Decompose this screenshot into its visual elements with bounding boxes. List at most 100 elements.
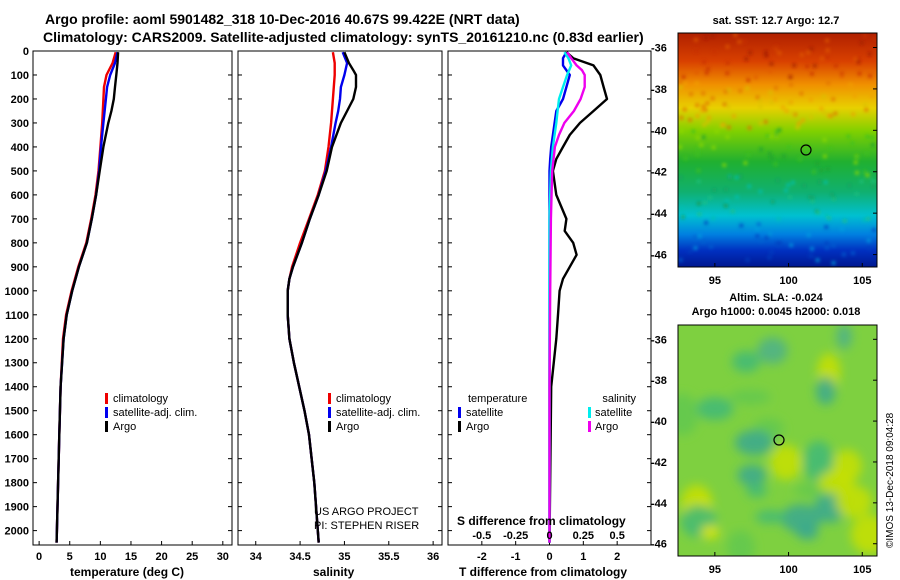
- sst-texture-cell: [787, 195, 792, 200]
- sst-texture-cell: [773, 85, 778, 90]
- sst-texture-cell: [830, 192, 835, 197]
- sst-texture-cell: [855, 155, 860, 160]
- salinity-legend-label: climatology: [336, 393, 392, 405]
- temperature-xtick-label: 15: [125, 551, 137, 563]
- temperature-xtick-label: 10: [94, 551, 106, 563]
- sst-texture-cell: [697, 201, 702, 206]
- sst-texture-cell: [743, 160, 748, 165]
- sla-texture-blob: [726, 530, 755, 556]
- sst-texture-cell: [831, 97, 836, 102]
- temperature-xtick-label: 0: [36, 551, 42, 563]
- sst-texture-cell: [723, 187, 728, 192]
- depth-tick-label: 2000: [5, 526, 29, 538]
- sst-texture-cell: [681, 75, 686, 80]
- sst-texture-cell: [738, 88, 743, 93]
- imos-timestamp: ©IMOS 13-Dec-2018 09:04:28: [885, 412, 896, 548]
- sla-texture-blob: [678, 393, 699, 436]
- sst-texture-cell: [850, 251, 855, 256]
- depth-tick-label: 300: [11, 118, 29, 130]
- sst-texture-cell: [746, 78, 751, 83]
- sst-texture-cell: [694, 70, 699, 75]
- depth-tick-label: 1600: [5, 430, 29, 442]
- sla-texture-blob: [780, 504, 822, 533]
- sst-texture-cell: [769, 61, 774, 66]
- depth-tick-label: 400: [11, 142, 29, 154]
- depth-tick-label: 800: [11, 238, 29, 250]
- sst-texture-cell: [863, 169, 868, 174]
- sst-texture-cell: [842, 218, 847, 223]
- sst-texture-cell: [846, 134, 851, 139]
- sst-texture-cell: [817, 180, 822, 185]
- sst-texture-cell: [774, 129, 779, 134]
- depth-tick-label: 1700: [5, 454, 29, 466]
- sst-texture-cell: [696, 146, 701, 151]
- salinity-xtick-label: 34.5: [289, 551, 310, 563]
- sst-texture-cell: [706, 66, 711, 71]
- sst-texture-cell: [871, 179, 876, 184]
- salinity-xtick-label: 36: [427, 551, 439, 563]
- sla-map: [678, 325, 877, 556]
- salinity-legend-swatch: [328, 407, 331, 418]
- sst-texture-cell: [825, 38, 830, 43]
- sst-texture-cell: [824, 225, 829, 230]
- depth-tick-label: 1300: [5, 358, 29, 370]
- sst-texture-cell: [695, 135, 700, 140]
- sst-texture-cell: [866, 246, 871, 251]
- salinity-line-climatology: [286, 52, 336, 543]
- sst-texture-cell: [704, 35, 709, 40]
- sst-texture-cell: [678, 175, 683, 180]
- sst-texture-cell: [710, 33, 715, 38]
- sst-texture-cell: [808, 253, 813, 258]
- sst-texture-cell: [839, 71, 844, 76]
- sst-texture-cell: [697, 233, 702, 238]
- sst-texture-cell: [839, 226, 844, 231]
- sst_map-xtick-label: 95: [709, 275, 721, 287]
- salinity-legend-swatch: [328, 393, 331, 404]
- sst-texture-cell: [714, 129, 719, 134]
- sst-texture-cell: [866, 216, 871, 221]
- difference-legend-title-salinity: salinity: [602, 393, 636, 405]
- sst-texture-cell: [774, 134, 779, 139]
- sst-texture-cell: [850, 141, 855, 146]
- sst-texture-cell: [701, 239, 706, 244]
- sst-texture-cell: [695, 114, 700, 119]
- sst-texture-cell: [701, 91, 706, 96]
- sst-texture-cell: [679, 115, 684, 120]
- sst-texture-cell: [831, 260, 836, 265]
- sst-texture-cell: [839, 74, 844, 79]
- sst-texture-cell: [827, 146, 832, 151]
- sla-texture-blob: [835, 485, 873, 518]
- sst-texture-cell: [819, 56, 824, 61]
- sst-texture-cell: [851, 112, 856, 117]
- sst-texture-cell: [769, 100, 774, 105]
- sst-texture-cell: [733, 33, 738, 38]
- sla_map-ytick-label: -42: [651, 457, 667, 469]
- sst-texture-cell: [772, 48, 777, 53]
- sst-texture-cell: [758, 98, 763, 103]
- temperature-xtick-label: 30: [217, 551, 229, 563]
- sst_map-ytick-label: -44: [651, 208, 668, 220]
- sst-texture-cell: [756, 222, 761, 227]
- sla-texture-blob: [729, 390, 771, 405]
- sst-texture-cell: [773, 161, 778, 166]
- sst-texture-cell: [773, 97, 778, 102]
- sst-texture-cell: [823, 180, 828, 185]
- sst-texture-cell: [767, 151, 772, 156]
- difference-xtick-label: -2: [477, 551, 487, 563]
- sst-texture-cell: [847, 183, 852, 188]
- sst-texture-cell: [790, 180, 795, 185]
- difference-legend-temperature-label: Argo: [466, 421, 489, 433]
- sst-texture-cell: [822, 137, 827, 142]
- sst-texture-cell: [867, 52, 872, 57]
- sla-texture-blob: [850, 514, 877, 554]
- sla-texture-blob: [696, 397, 734, 421]
- salinity-xtick-label: 35.5: [378, 551, 399, 563]
- sst-texture-cell: [769, 249, 774, 254]
- sst-texture-cell: [776, 216, 781, 221]
- sla-texture-blob: [755, 510, 786, 524]
- sst-texture-cell: [854, 191, 859, 196]
- depth-tick-label: 600: [11, 190, 29, 202]
- sla-texture-blob: [757, 337, 788, 364]
- sla-map-title: Altim. SLA: -0.024: [729, 292, 823, 304]
- sst-texture-cell: [807, 195, 812, 200]
